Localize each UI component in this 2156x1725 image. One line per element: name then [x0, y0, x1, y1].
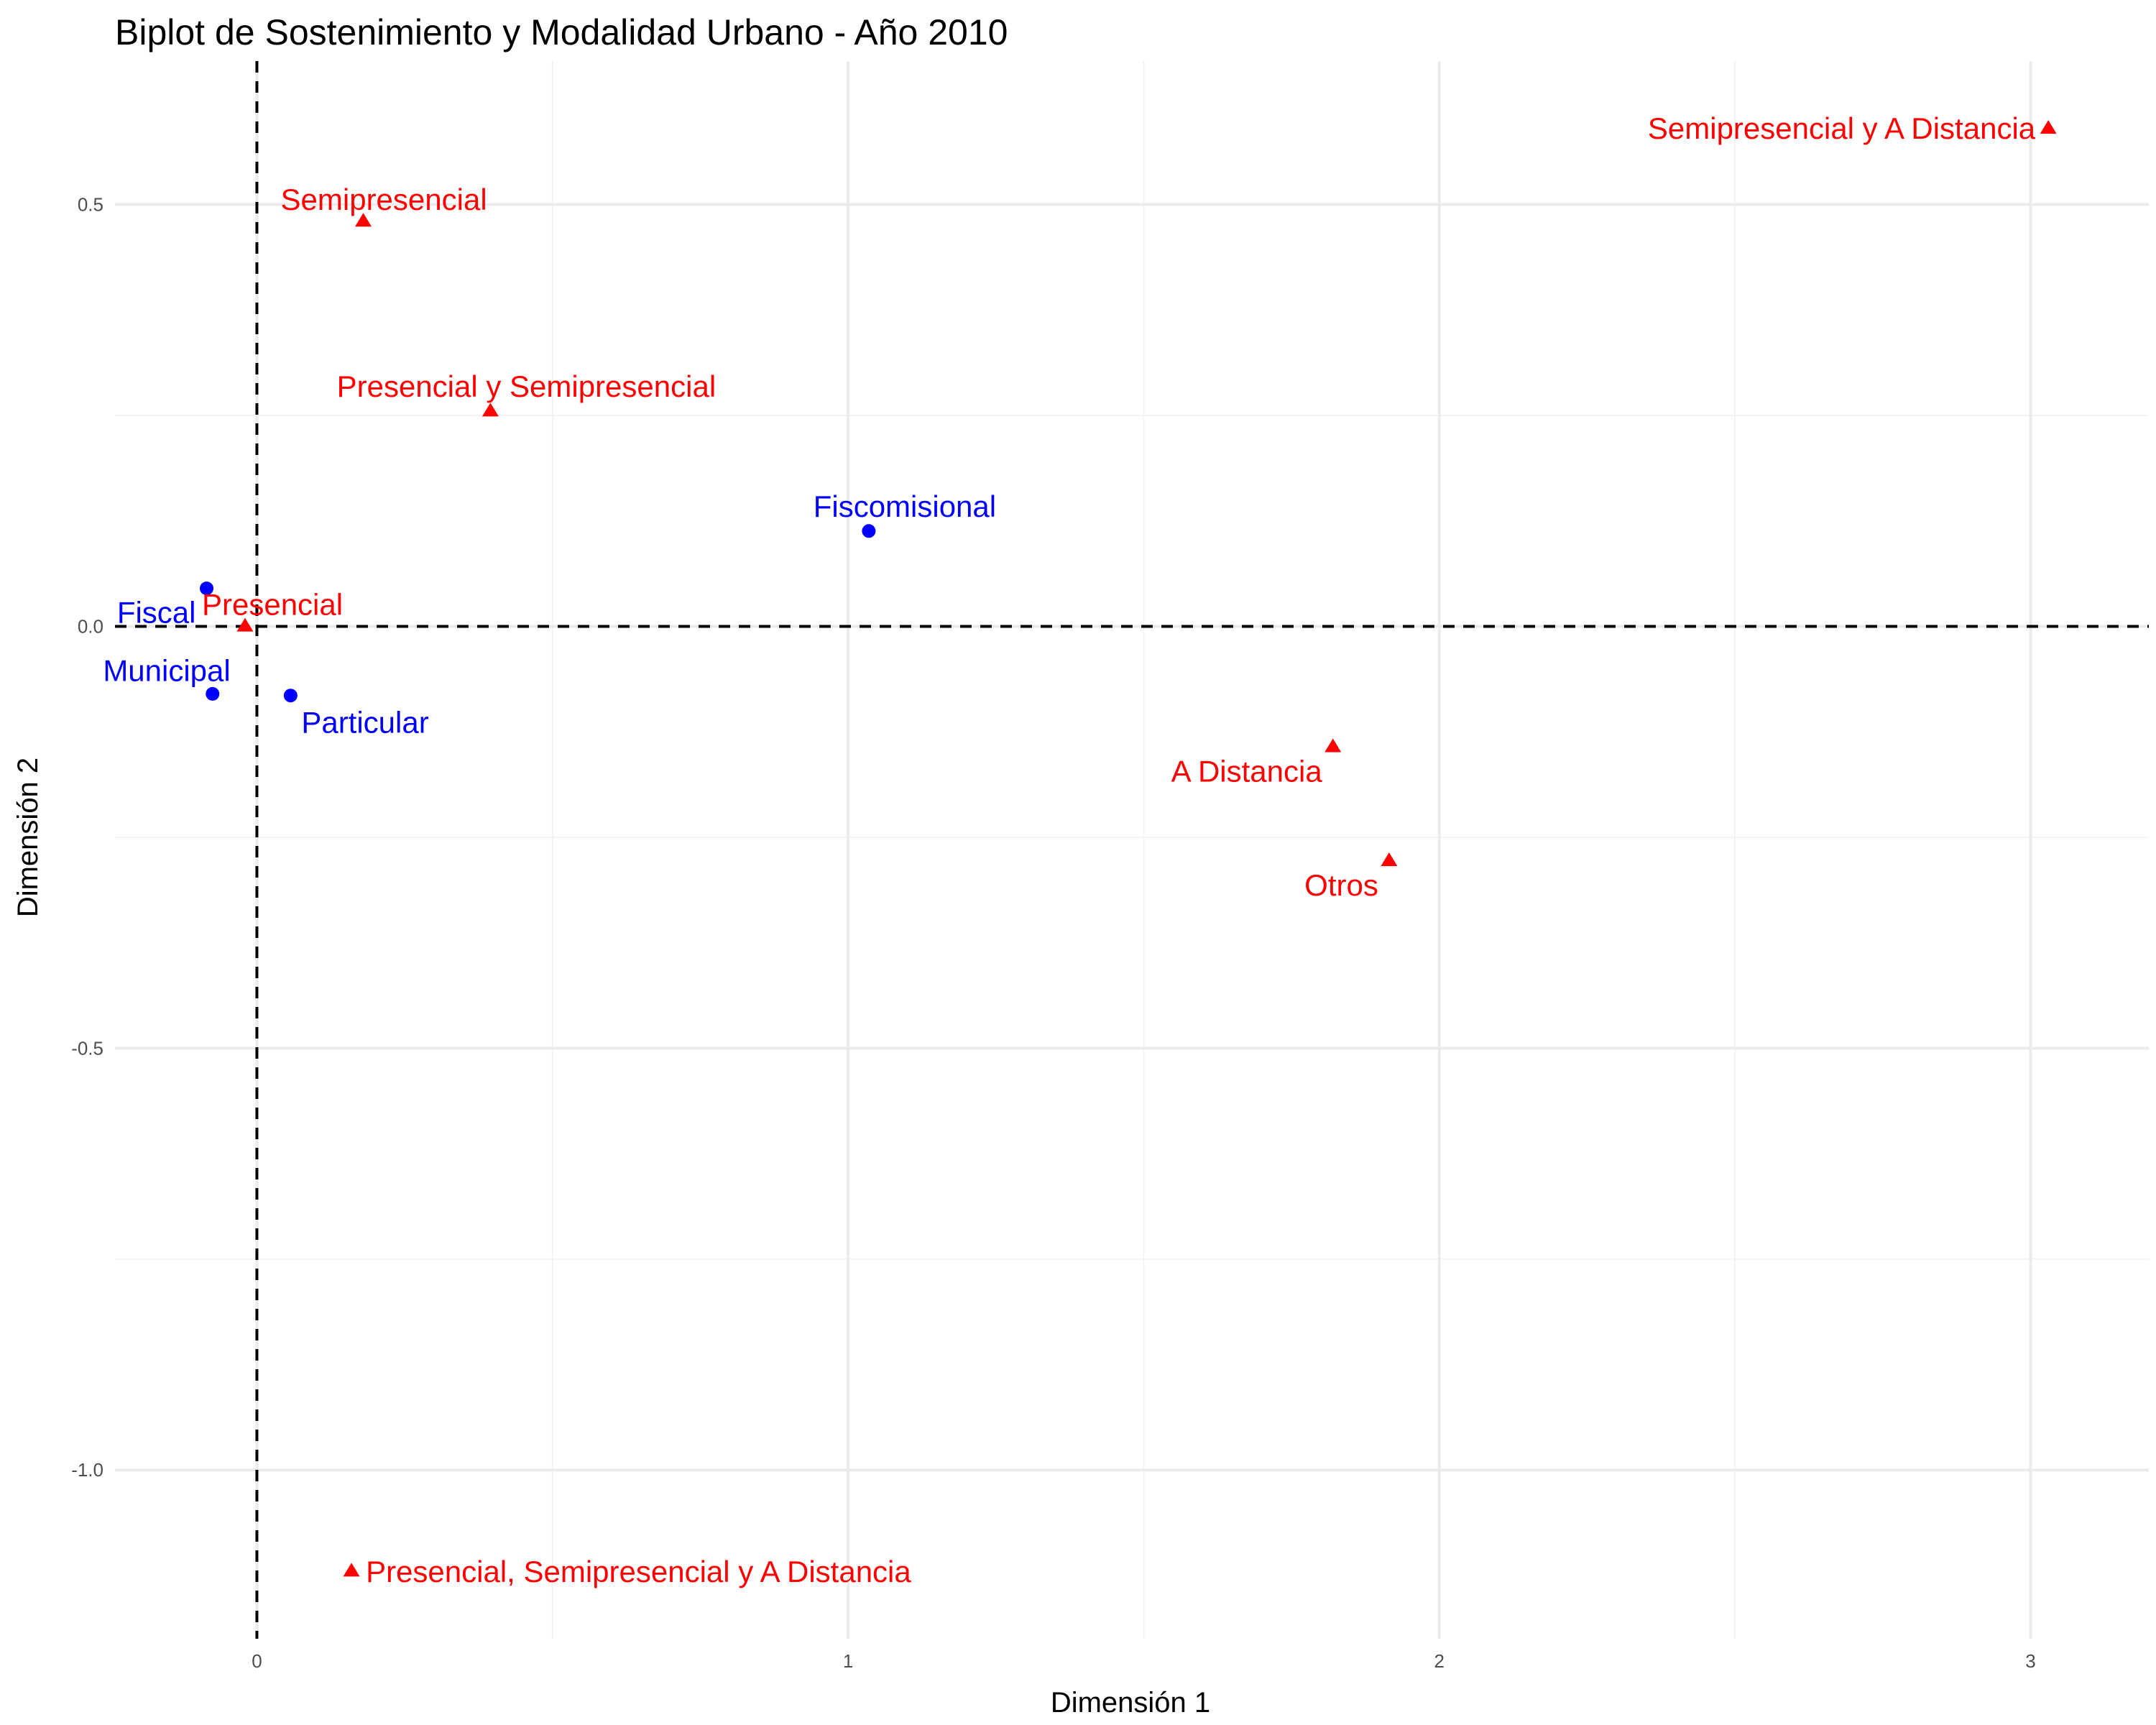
- y-tick-label: -1.0: [71, 1459, 103, 1481]
- label-a-distancia: A Distancia: [1171, 754, 1323, 788]
- point-fiscal: [200, 581, 214, 596]
- label-presencial: Presencial: [202, 587, 343, 621]
- x-tick-label: 3: [2025, 1650, 2035, 1672]
- y-axis-title: Dimensión 2: [12, 758, 44, 917]
- point-semipresencial: [355, 213, 372, 227]
- x-tick-label: 0: [252, 1650, 262, 1672]
- y-tick-label: 0.0: [78, 615, 103, 637]
- point-particular: [283, 689, 298, 703]
- point-labels: Fiscal Municipal Particular Fiscomisional Pr…: [103, 111, 2035, 1588]
- point-a-distancia: [1325, 738, 1342, 753]
- x-axis-title: Dimensión 1: [1051, 1687, 1210, 1719]
- label-presencial-y-semipresencial: Presencial y Semipresencial: [337, 369, 717, 403]
- y-tick-label: 0.5: [78, 194, 103, 216]
- chart-title: Biplot de Sostenimiento y Modalidad Urba…: [115, 12, 1008, 52]
- tick-labels: 0 1 2 3 -1.0 -0.5 0.0 0.5: [71, 194, 2036, 1672]
- label-particular: Particular: [301, 706, 428, 740]
- data-markers: [200, 120, 2057, 1577]
- point-semipresencial-y-a-distancia: [2040, 120, 2057, 134]
- point-presencial: [236, 617, 254, 632]
- point-fiscomisional: [862, 524, 876, 538]
- x-tick-label: 2: [1434, 1650, 1445, 1672]
- point-municipal: [206, 686, 220, 701]
- point-otros: [1381, 852, 1398, 866]
- y-tick-label: -0.5: [71, 1037, 103, 1059]
- label-presencial-semipresencial-y-a-distancia: Presencial, Semipresencial y A Distancia: [366, 1555, 911, 1588]
- label-municipal: Municipal: [103, 653, 230, 687]
- label-otros: Otros: [1304, 868, 1378, 902]
- label-fiscomisional: Fiscomisional: [814, 489, 996, 523]
- label-semipresencial: Semipresencial: [281, 183, 487, 216]
- label-fiscal: Fiscal: [117, 596, 196, 630]
- point-presencial-semipresencial-y-a-distancia: [343, 1563, 360, 1577]
- point-presencial-y-semipresencial: [482, 402, 499, 417]
- label-semipresencial-y-a-distancia: Semipresencial y A Distancia: [1648, 111, 2036, 145]
- x-tick-label: 1: [843, 1650, 853, 1672]
- reference-lines: [115, 61, 2149, 1639]
- grid-lines: [115, 61, 2149, 1639]
